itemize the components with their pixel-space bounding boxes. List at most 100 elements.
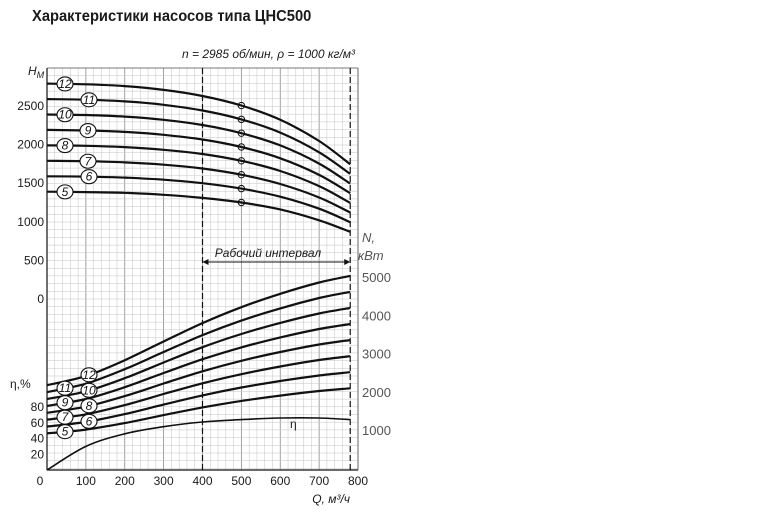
efficiency-axis-tick-80: 80	[31, 400, 45, 414]
curve-label-text: 9	[62, 396, 69, 410]
power-curve-11	[46, 290, 351, 394]
head-curve-5	[46, 190, 351, 233]
head-axis-label-m: М	[37, 70, 45, 80]
efficiency-curve: η	[46, 417, 351, 471]
curve-label-text: 7	[85, 154, 93, 168]
curve-label-text: 10	[58, 108, 72, 122]
head-curve-8	[46, 144, 351, 204]
efficiency-axis-label: η,%	[10, 377, 31, 391]
x-axis-tick-200: 200	[115, 474, 135, 488]
x-axis-tick-300: 300	[154, 474, 174, 488]
power-curve-label-7: 7	[56, 409, 74, 425]
curve-label-circle	[80, 169, 98, 185]
curve-label-text: 6	[86, 170, 93, 184]
work-range-arrow-left	[202, 259, 209, 265]
power-curve-7	[46, 355, 351, 421]
power-curve-10	[46, 306, 351, 401]
curve-label-text: 6	[86, 414, 93, 428]
power-curve-label-9: 9	[56, 395, 74, 411]
curve-label-text: 9	[85, 124, 92, 138]
rated-point-marker	[237, 129, 246, 137]
power-curve-label-12: 12	[80, 367, 98, 383]
curve-label-circle	[79, 122, 97, 139]
power-axis-tick-2000: 2000	[362, 385, 391, 400]
x-axis-tick-400: 400	[192, 474, 212, 488]
head-curve-12	[46, 82, 351, 166]
efficiency-axis-tick-40: 40	[31, 432, 45, 446]
head-curve-label-8: 8	[56, 138, 74, 154]
head-curve-label-10: 10	[56, 107, 74, 123]
work-range-lines	[201, 68, 351, 470]
curve-label-circle	[56, 380, 74, 396]
work-range-label: Рабочий интервал	[215, 246, 322, 260]
x-axis-tick-100: 100	[76, 474, 96, 488]
rated-point-marker	[237, 157, 246, 165]
rated-point-marker	[237, 115, 246, 124]
head-axis-tick-2000: 2000	[17, 138, 44, 152]
curve-label-circle	[80, 398, 98, 414]
curve-label-circle	[56, 138, 74, 154]
head-axis-tick-2500: 2500	[17, 99, 44, 113]
efficiency-axis-tick-20: 20	[31, 447, 45, 461]
rated-point-marker	[237, 198, 246, 207]
power-axis-tick-3000: 3000	[362, 347, 391, 362]
efficiency-axis-tick-60: 60	[31, 416, 45, 430]
x-axis-tick-0: 0	[37, 474, 44, 488]
power-axis-tick-4000: 4000	[362, 308, 391, 323]
rated-point-markers	[237, 101, 246, 207]
power-axis-tick-5000: 5000	[362, 270, 391, 285]
head-axis-tick-1000: 1000	[17, 215, 44, 229]
curve-label-text: 11	[83, 93, 95, 107]
rated-point-marker	[237, 101, 246, 110]
head-curve-label-9: 9	[79, 122, 97, 139]
x-axis-tick-800: 800	[348, 474, 368, 488]
x-axis-label: Q, м³/ч	[312, 492, 350, 506]
curve-label-circle	[56, 107, 74, 123]
curve-label-text: 12	[58, 77, 72, 91]
head-curve-label-7: 7	[79, 153, 97, 169]
efficiency-curve-line	[46, 417, 351, 471]
curve-label-text: 10	[82, 383, 96, 397]
power-axis-tick-1000: 1000	[362, 423, 391, 438]
curve-label-text: 8	[86, 399, 93, 413]
head-axis-label: HМ	[28, 64, 45, 80]
head-curve-label-5: 5	[56, 184, 74, 200]
x-axis-tick-600: 600	[270, 474, 290, 488]
curve-label-text: 5	[62, 185, 69, 199]
efficiency-curve-label: η	[290, 417, 297, 431]
head-curve-label-11: 11	[80, 92, 98, 108]
curve-label-text: 7	[62, 410, 70, 424]
power-curve-9	[46, 322, 351, 407]
head-curve-7	[46, 159, 351, 214]
power-curve-label-8: 8	[80, 398, 98, 414]
curve-label-text: 5	[62, 425, 69, 439]
curve-label-circle	[80, 92, 98, 108]
head-curve-9	[46, 128, 351, 195]
rated-point-marker	[237, 184, 246, 193]
power-axis-label-n: N,	[362, 230, 375, 245]
head-curve-10	[46, 113, 351, 185]
curve-label-circle	[79, 153, 97, 169]
power-curve-label-11: 11	[56, 380, 74, 396]
power-curve-label-10: 10	[80, 382, 98, 398]
conditions-text: n = 2985 об/мин, ρ = 1000 кг/м³	[182, 47, 356, 61]
power-axis-label-unit: кВт	[358, 248, 384, 263]
curve-label-circle	[80, 367, 98, 383]
power-curve-12	[46, 274, 351, 387]
power-curve-5	[46, 387, 351, 435]
x-axis-tick-700: 700	[309, 474, 329, 488]
curve-label-circle	[80, 413, 98, 429]
head-axis-tick-0: 0	[37, 292, 44, 306]
rated-point-marker	[237, 143, 246, 151]
head-axis-label-h: H	[28, 64, 37, 78]
curve-label-circle	[56, 184, 74, 200]
power-curve-label-6: 6	[80, 413, 98, 429]
head-axis-tick-500: 500	[24, 253, 44, 267]
curve-labels: 5 6 7 8 9 10 11 12 5 6 7 8 9 10 11 12	[56, 76, 98, 440]
curve-label-text: 11	[59, 381, 71, 395]
curve-label-text: 8	[62, 139, 69, 153]
x-axis-tick-500: 500	[231, 474, 251, 488]
curve-label-circle	[80, 382, 98, 398]
work-range-arrow-right	[344, 259, 351, 265]
